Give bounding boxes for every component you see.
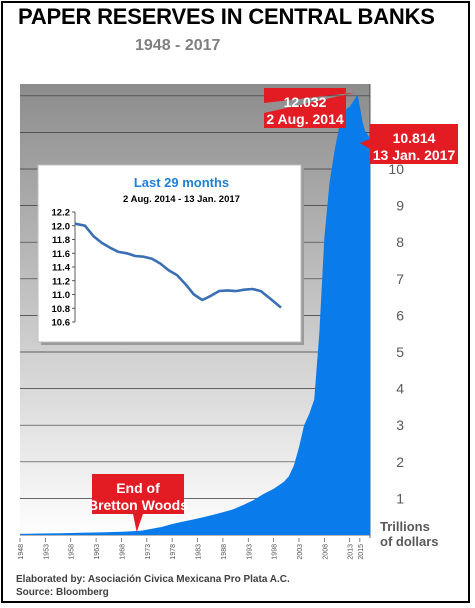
x-tick-label: 1948 xyxy=(18,544,25,560)
x-tick-label: 2013 xyxy=(348,544,355,560)
inset-y-tick-label: 10.8 xyxy=(52,304,71,315)
annotation-text: Bretton Woods xyxy=(88,497,188,513)
inset-panel xyxy=(37,164,302,343)
y-tick-label: 9 xyxy=(396,198,404,214)
x-tick-label: 1973 xyxy=(145,544,152,560)
inset-y-tick-label: 11.4 xyxy=(52,263,71,274)
annotation-bretton-woods xyxy=(92,474,184,532)
x-tick-label: 1953 xyxy=(43,544,50,560)
annotation-latest xyxy=(360,124,458,164)
y-tick-label: 7 xyxy=(396,271,404,287)
inset-subtitle: 2 Aug. 2014 - 13 Jan. 2017 xyxy=(123,194,240,205)
x-tick-label: 1993 xyxy=(246,544,253,560)
series-area-paper-reserves xyxy=(20,94,371,535)
source-note: Source: Bloomberg xyxy=(16,587,109,598)
x-tick-label: 1963 xyxy=(94,544,101,560)
annotation-peak xyxy=(264,88,355,128)
y-tick-label: 5 xyxy=(396,344,404,360)
y-tick-label: 2 xyxy=(396,454,404,470)
y-tick-label: 1 xyxy=(396,490,404,506)
x-tick-label: 2008 xyxy=(322,544,329,560)
annotation-text: 13 Jan. 2017 xyxy=(373,147,456,163)
inset-title: Last 29 months xyxy=(134,175,229,190)
inset-y-tick-label: 11.8 xyxy=(52,235,70,246)
x-tick-label: 1998 xyxy=(272,544,279,560)
x-tick-label: 1988 xyxy=(221,544,228,560)
inset-y-tick-label: 12.2 xyxy=(52,208,71,219)
chart-subtitle: 1948 - 2017 xyxy=(135,37,221,54)
inset-y-tick-label: 11.2 xyxy=(52,276,70,287)
y-tick-label: 3 xyxy=(396,417,404,433)
annotation-text: End of xyxy=(116,480,160,496)
y-axis-label: of dollars xyxy=(380,534,439,549)
x-tick-label: 2003 xyxy=(297,544,304,560)
inset-y-tick-label: 11.6 xyxy=(52,249,70,260)
annotation-text: 12.032 xyxy=(284,94,327,110)
y-tick-label: 6 xyxy=(396,307,404,323)
x-tick-label: 2015 xyxy=(358,544,365,560)
annotation-text: 2 Aug. 2014 xyxy=(266,111,344,127)
x-tick-label: 1978 xyxy=(170,544,177,560)
y-tick-label: 4 xyxy=(396,381,404,397)
chart-title: PAPER RESERVES IN CENTRAL BANKS xyxy=(18,4,435,29)
inset-y-tick-label: 12.0 xyxy=(52,221,71,232)
x-tick-label: 1968 xyxy=(119,544,126,560)
y-tick-label: 8 xyxy=(396,234,404,250)
y-axis-label: Trillions xyxy=(380,519,430,534)
x-tick-label: 1983 xyxy=(196,544,203,560)
inset-y-tick-label: 10.6 xyxy=(52,318,71,329)
inset-y-tick-label: 11.0 xyxy=(52,290,70,301)
y-tick-label: 10 xyxy=(388,161,404,177)
annotation-text: 10.814 xyxy=(393,130,436,146)
x-tick-label: 1958 xyxy=(69,544,76,560)
inset-series-line xyxy=(74,222,282,309)
elaborated-by: Elaborated by: Asociación Civica Mexican… xyxy=(16,574,290,585)
